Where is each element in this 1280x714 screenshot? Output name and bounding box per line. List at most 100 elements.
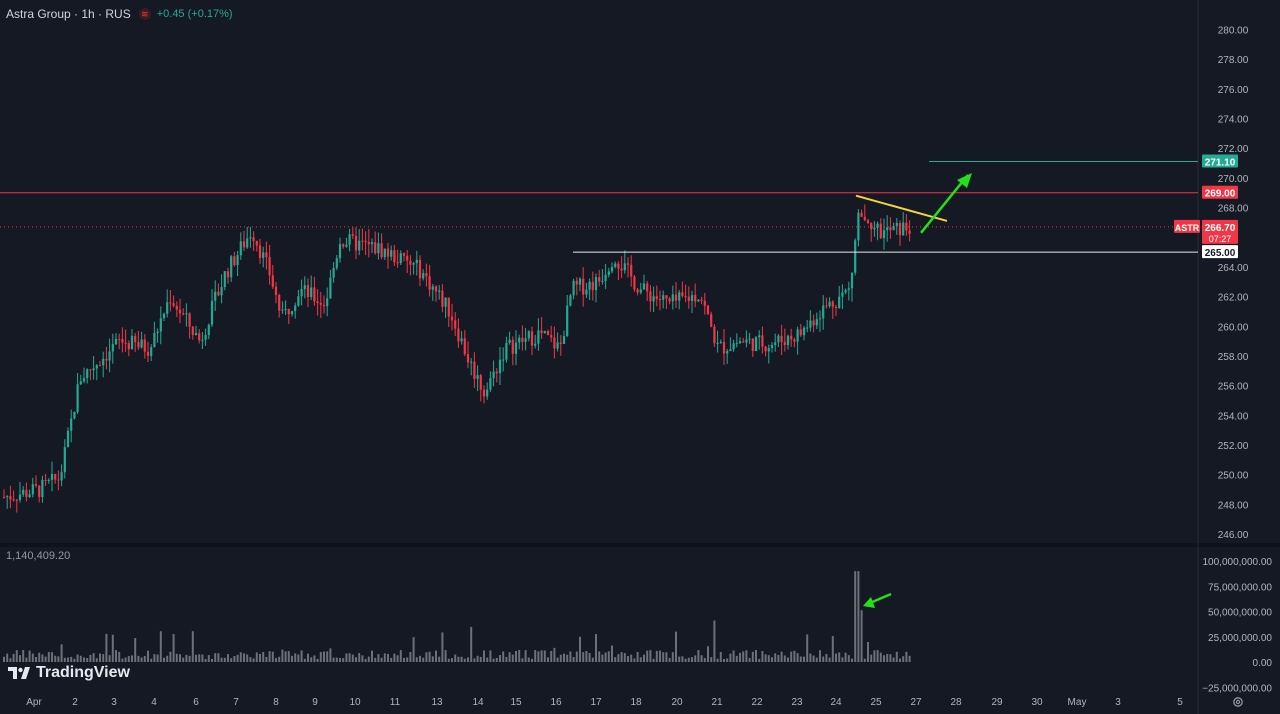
candle[interactable] [415, 259, 418, 264]
candle[interactable] [447, 297, 450, 317]
volume-bar[interactable] [220, 657, 223, 662]
volume-bar[interactable] [217, 653, 220, 662]
volume-bar[interactable] [281, 649, 284, 662]
volume-bar[interactable] [777, 654, 780, 662]
volume-pane[interactable] [3, 571, 911, 662]
volume-bar[interactable] [499, 655, 501, 662]
volume-bar[interactable] [287, 651, 290, 662]
volume-bar[interactable] [467, 657, 469, 662]
volume-bar[interactable] [243, 653, 245, 662]
candle[interactable] [498, 359, 502, 374]
volume-bar[interactable] [6, 653, 9, 662]
volume-bar[interactable] [150, 658, 153, 662]
volume-bar[interactable] [735, 655, 738, 662]
volume-bar[interactable] [822, 656, 825, 662]
candle[interactable] [390, 250, 393, 257]
candle[interactable] [850, 272, 854, 289]
volume-bar[interactable] [83, 657, 85, 662]
candle[interactable] [559, 342, 562, 344]
volume-bar[interactable] [585, 650, 588, 662]
volume-bar[interactable] [623, 653, 626, 662]
symbol-title[interactable]: Astra Group · 1h · RUS [6, 7, 131, 21]
candle[interactable] [393, 250, 396, 263]
volume-bar[interactable] [374, 657, 377, 662]
candle[interactable] [486, 389, 489, 397]
volume-bar[interactable] [396, 655, 399, 662]
candle[interactable] [418, 259, 422, 279]
candle[interactable] [124, 342, 127, 344]
volume-bar[interactable] [143, 655, 146, 662]
volume-bar[interactable] [828, 657, 831, 662]
volume-bar[interactable] [739, 652, 741, 662]
candle[interactable] [223, 271, 226, 287]
candle[interactable] [354, 235, 358, 251]
candle[interactable] [358, 240, 361, 251]
candle[interactable] [207, 324, 210, 336]
volume-bar[interactable] [57, 656, 60, 662]
volume-bar[interactable] [694, 655, 697, 662]
candle[interactable] [454, 320, 457, 329]
volume-bar[interactable] [774, 653, 777, 662]
candle[interactable] [60, 472, 63, 481]
volume-legend[interactable]: 1,140,409.20 [6, 550, 71, 562]
volume-bar[interactable] [12, 653, 15, 662]
candle[interactable] [546, 331, 550, 336]
volume-bar[interactable] [780, 651, 783, 662]
candle[interactable] [607, 271, 610, 275]
candle[interactable] [313, 287, 316, 302]
volume-bar[interactable] [796, 653, 799, 662]
candle[interactable] [278, 294, 281, 311]
volume-bar[interactable] [908, 655, 911, 662]
candle[interactable] [182, 313, 185, 315]
volume-bar[interactable] [9, 658, 12, 662]
volume-bar[interactable] [627, 655, 629, 662]
volume-bar[interactable] [431, 656, 434, 662]
candle[interactable] [66, 430, 70, 448]
candle[interactable] [226, 271, 230, 278]
volume-bar[interactable] [873, 650, 876, 662]
volume-bar[interactable] [67, 657, 69, 662]
candle[interactable] [146, 351, 150, 356]
candle[interactable] [790, 335, 793, 340]
candle[interactable] [188, 313, 191, 327]
candle[interactable] [364, 240, 367, 242]
candle[interactable] [22, 489, 25, 495]
volume-bar[interactable] [860, 610, 863, 662]
candle[interactable] [476, 375, 479, 379]
volume-bar[interactable] [393, 653, 396, 662]
candle[interactable] [380, 243, 383, 258]
volume-bar[interactable] [191, 631, 194, 662]
volume-bar[interactable] [364, 658, 367, 662]
volume-bar[interactable] [188, 655, 191, 662]
candle[interactable] [12, 499, 15, 501]
volume-bar[interactable] [543, 650, 546, 662]
candle[interactable] [198, 333, 201, 341]
volume-bar[interactable] [185, 654, 188, 662]
volume-bar[interactable] [201, 654, 204, 662]
candle[interactable] [140, 339, 143, 348]
volume-bar[interactable] [633, 658, 636, 662]
volume-bar[interactable] [495, 657, 498, 662]
candle[interactable] [271, 275, 274, 287]
candle[interactable] [428, 276, 431, 290]
candle[interactable] [463, 338, 466, 355]
candle[interactable] [284, 308, 287, 310]
volume-bar[interactable] [406, 657, 409, 662]
candle[interactable] [598, 277, 601, 282]
candle[interactable] [582, 278, 585, 295]
candle[interactable] [514, 342, 518, 354]
volume-bar[interactable] [38, 652, 41, 662]
candle[interactable] [479, 375, 482, 390]
volume-arrow[interactable] [869, 592, 892, 605]
volume-bar[interactable] [278, 656, 281, 662]
volume-bar[interactable] [895, 651, 898, 662]
volume-bar[interactable] [681, 656, 684, 662]
candle[interactable] [402, 253, 406, 256]
volume-bar[interactable] [307, 653, 309, 662]
volume-bar[interactable] [582, 652, 585, 662]
volume-bar[interactable] [655, 650, 658, 662]
candle[interactable] [783, 341, 786, 345]
volume-bar[interactable] [527, 657, 530, 662]
volume-bar[interactable] [835, 653, 837, 662]
candle[interactable] [879, 223, 882, 239]
